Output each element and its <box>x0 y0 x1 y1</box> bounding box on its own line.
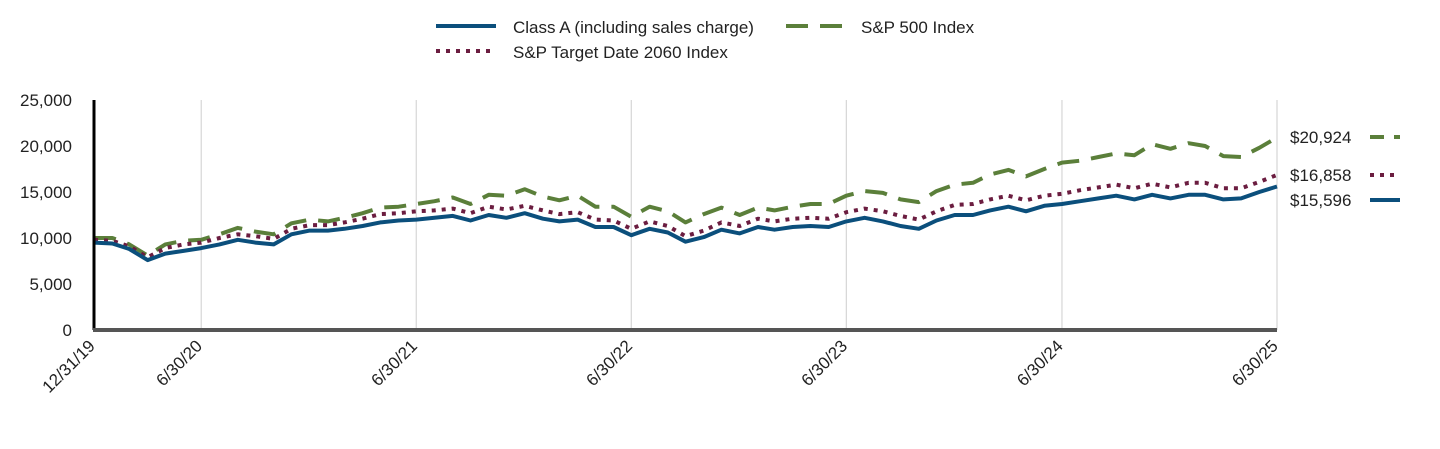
end-value-labels: $20,924 $16,858 $15,596 <box>1290 128 1400 210</box>
axes <box>92 100 1277 332</box>
legend-item-sp500: S&P 500 Index <box>786 18 975 37</box>
y-tick-label: 0 <box>63 321 72 340</box>
x-tick-label: 6/30/20 <box>153 336 207 390</box>
legend-item-class-a: Class A (including sales charge) <box>436 18 754 37</box>
x-tick-label: 6/30/24 <box>1013 336 1067 390</box>
legend-label-sp500: S&P 500 Index <box>861 18 975 37</box>
x-tick-label: 6/30/21 <box>368 336 422 390</box>
end-label-s-p-500-index: $20,924 <box>1290 128 1351 147</box>
y-tick-label: 5,000 <box>29 275 72 294</box>
series-line-s-p-target-date-2060-index <box>93 173 1278 260</box>
series-line-s-p-500-index <box>94 135 1279 258</box>
x-tick-label: 6/30/23 <box>798 336 852 390</box>
series-lines <box>93 135 1279 263</box>
x-tick-label: 6/30/22 <box>583 336 637 390</box>
y-tick-label: 25,000 <box>20 91 72 110</box>
x-tick-label: 6/30/25 <box>1228 336 1282 390</box>
legend-label-class-a: Class A (including sales charge) <box>513 18 754 37</box>
end-label-class-a-including-sales-charge: $15,596 <box>1290 191 1351 210</box>
legend: Class A (including sales charge) S&P 500… <box>436 18 975 62</box>
y-tick-label: 15,000 <box>20 183 72 202</box>
legend-item-target-date-2060: S&P Target Date 2060 Index <box>436 43 728 62</box>
series-line-class-a-including-sales-charge <box>93 184 1278 263</box>
legend-label-target-date-2060: S&P Target Date 2060 Index <box>513 43 728 62</box>
x-axis-ticks: 12/31/19 6/30/20 6/30/21 6/30/22 6/30/23 6/30… <box>39 336 1282 396</box>
y-axis-ticks: 25,000 20,000 15,000 10,000 5,000 0 <box>20 91 72 340</box>
y-tick-label: 20,000 <box>20 137 72 156</box>
y-tick-label: 10,000 <box>20 229 72 248</box>
end-label-s-p-target-date-2060-index: $16,858 <box>1290 166 1351 185</box>
x-tick-label: 12/31/19 <box>39 336 99 396</box>
